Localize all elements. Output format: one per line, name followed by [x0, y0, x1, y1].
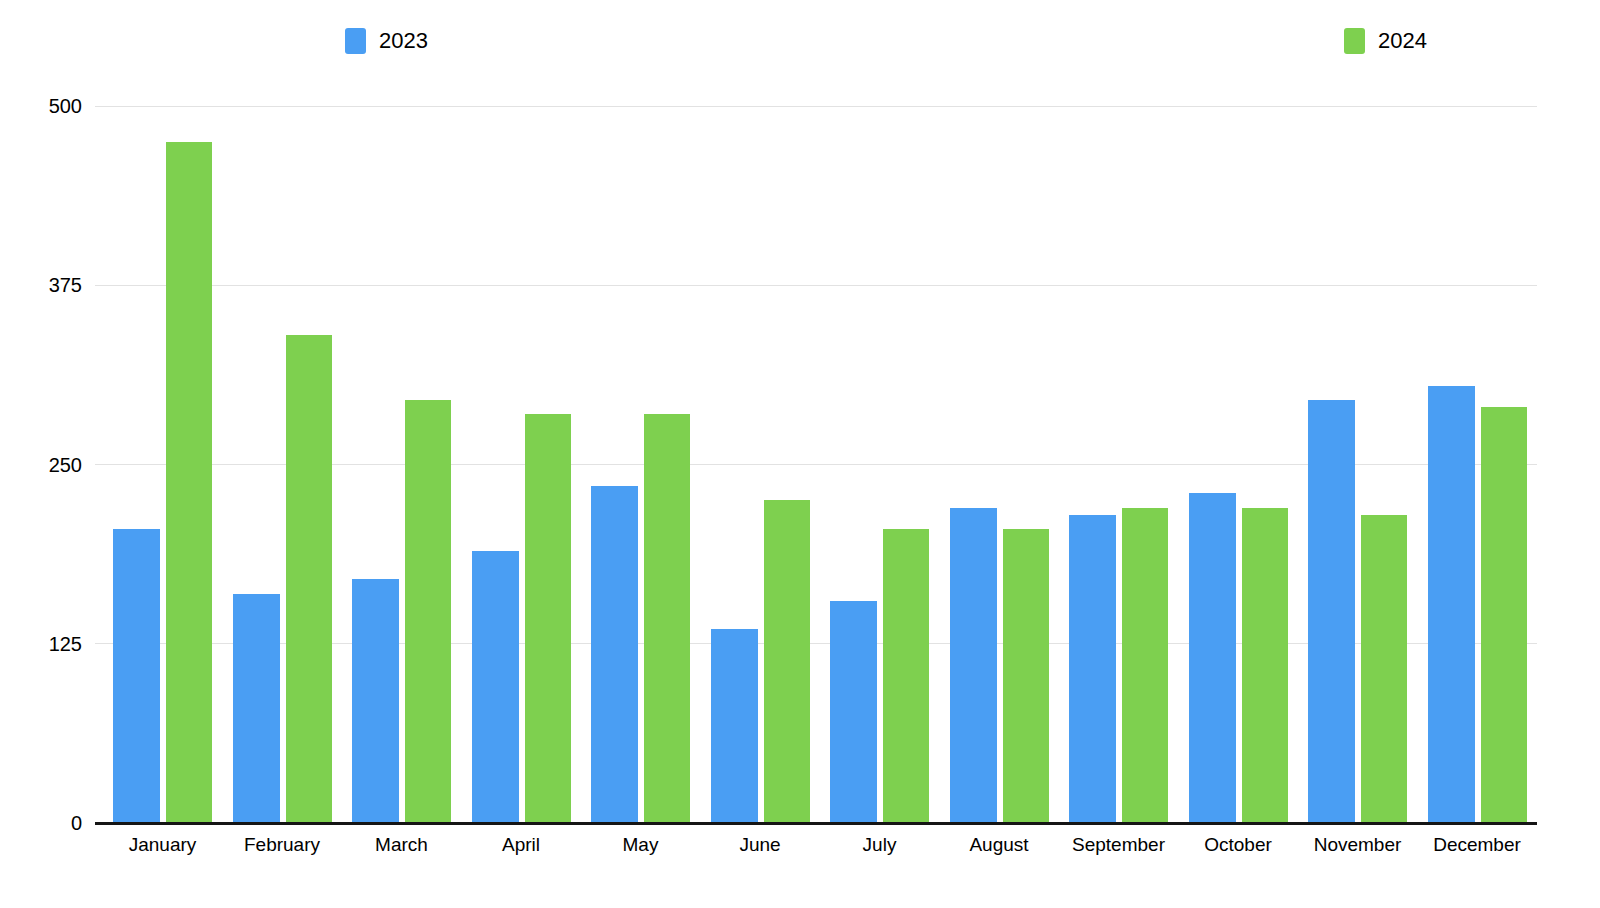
bar-2024-november[interactable] [1361, 515, 1407, 823]
bar-2023-september[interactable] [1069, 515, 1116, 823]
bar-2024-july[interactable] [883, 529, 929, 823]
gridline-375 [95, 285, 1537, 286]
bar-2023-july[interactable] [830, 601, 877, 823]
bar-2023-october[interactable] [1189, 493, 1236, 823]
bar-2024-september[interactable] [1122, 508, 1168, 823]
x-axis-line [95, 822, 1537, 825]
y-tick-label-500: 500 [0, 93, 82, 119]
bar-2023-april[interactable] [472, 551, 519, 823]
y-tick-label-125: 125 [0, 631, 82, 657]
bar-2024-may[interactable] [644, 414, 690, 823]
y-tick-label-375: 375 [0, 272, 82, 298]
bar-2023-march[interactable] [352, 579, 399, 823]
bar-2024-april[interactable] [525, 414, 571, 823]
y-tick-label-0: 0 [0, 810, 82, 836]
bar-2024-june[interactable] [764, 500, 810, 823]
x-tick-label-december: December [1392, 833, 1562, 857]
bar-2023-november[interactable] [1308, 400, 1355, 823]
bar-2024-january[interactable] [166, 142, 212, 823]
bar-2023-june[interactable] [711, 629, 758, 823]
bar-2023-february[interactable] [233, 594, 280, 823]
grouped-bar-chart: 2023 2024 0125250375500JanuaryFebruaryMa… [0, 0, 1600, 908]
bar-2023-august[interactable] [950, 508, 997, 823]
plot-area: 0125250375500JanuaryFebruaryMarchAprilMa… [0, 0, 1600, 908]
bar-2023-january[interactable] [113, 529, 160, 823]
bar-2024-august[interactable] [1003, 529, 1049, 823]
bar-2023-december[interactable] [1428, 386, 1475, 823]
bar-2024-march[interactable] [405, 400, 451, 823]
bar-2024-october[interactable] [1242, 508, 1288, 823]
bar-2024-february[interactable] [286, 335, 332, 823]
bar-2024-december[interactable] [1481, 407, 1527, 823]
gridline-500 [95, 106, 1537, 107]
y-tick-label-250: 250 [0, 452, 82, 478]
bar-2023-may[interactable] [591, 486, 638, 823]
